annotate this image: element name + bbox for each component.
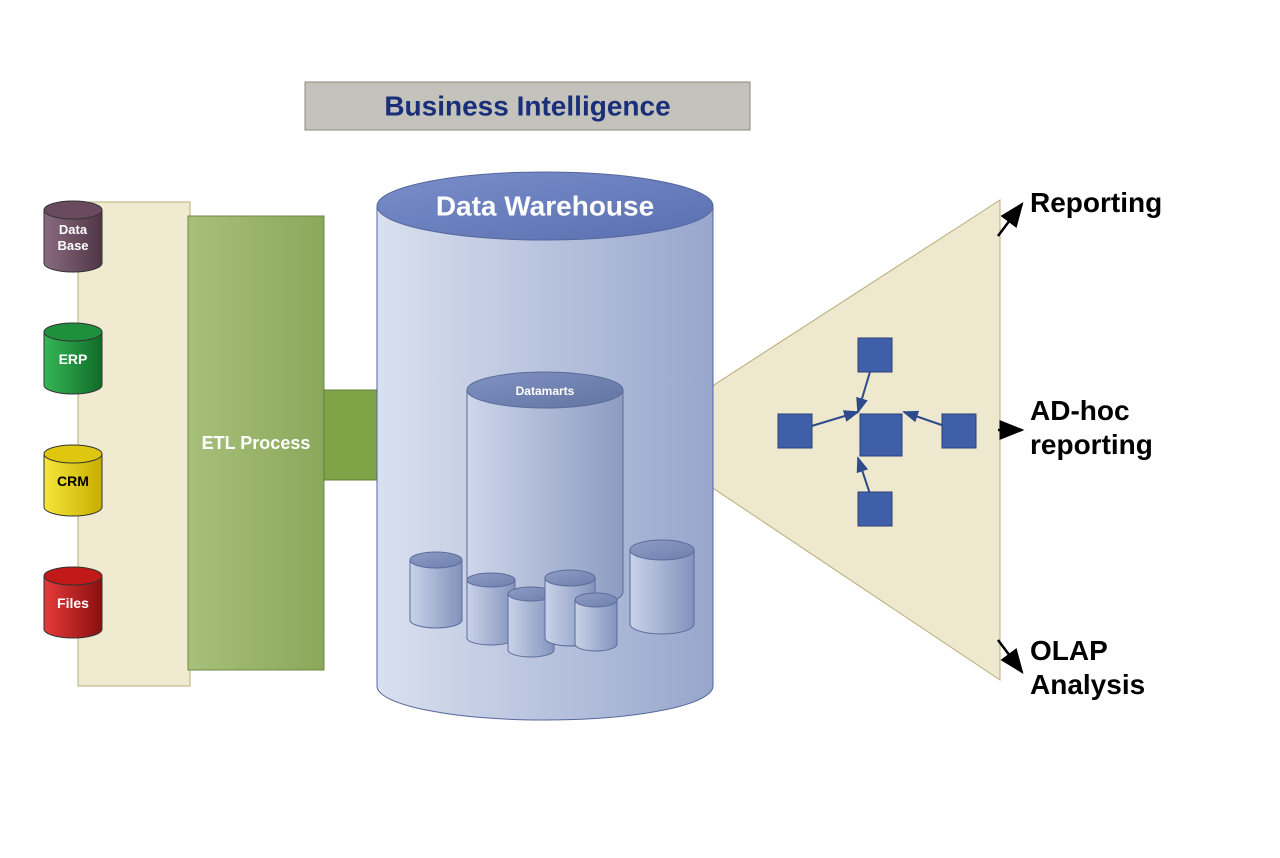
output-arrow-icon	[998, 640, 1022, 672]
source-cylinder-icon: CRM	[44, 445, 102, 516]
source-cylinder-icon: Files	[44, 567, 102, 638]
source-label: CRM	[57, 473, 89, 489]
warehouse-label: Data Warehouse	[436, 190, 654, 221]
source-cylinder-icon: ERP	[44, 323, 102, 394]
title-label: Business Intelligence	[384, 91, 670, 122]
bi-architecture-diagram: ETL Process DataBase ERP CRM Files Data Wareh…	[0, 0, 1280, 853]
output-label: reporting	[1030, 429, 1153, 460]
cube-satellite-icon	[858, 338, 892, 372]
source-cylinder-icon: DataBase	[44, 201, 102, 272]
output-label: OLAP	[1030, 635, 1108, 666]
source-label: Data	[59, 222, 88, 237]
output-label: AD-hoc	[1030, 395, 1130, 426]
output-label: Reporting	[1030, 187, 1162, 218]
cube-satellite-icon	[858, 492, 892, 526]
datamarts-label: Datamarts	[516, 384, 575, 398]
source-label: ERP	[59, 351, 88, 367]
outputs: Reporting AD-hocreporting OLAPAnalysis	[998, 187, 1162, 700]
mini-cylinder-icon	[575, 593, 617, 651]
source-label: Base	[57, 238, 88, 253]
cube-center-icon	[860, 414, 902, 456]
output-arrow-icon	[998, 204, 1022, 236]
cube-satellite-icon	[778, 414, 812, 448]
etl-label: ETL Process	[202, 433, 311, 453]
source-label: Files	[57, 595, 89, 611]
mini-cylinder-icon	[630, 540, 694, 634]
mini-cylinder-icon	[410, 552, 462, 628]
cube-satellite-icon	[942, 414, 976, 448]
output-label: Analysis	[1030, 669, 1145, 700]
data-warehouse: Data Warehouse Datamarts	[377, 172, 713, 720]
